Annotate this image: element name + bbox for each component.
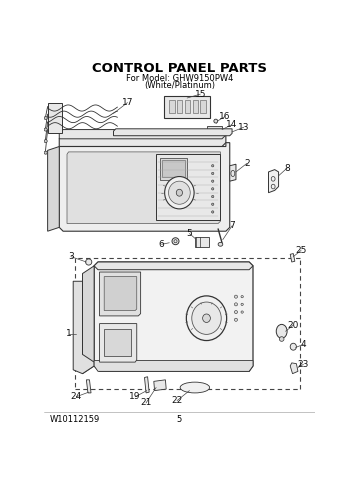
Text: 5: 5 (187, 229, 193, 238)
Bar (195, 237, 209, 247)
Ellipse shape (44, 128, 47, 131)
Text: For Model: GHW9150PW4: For Model: GHW9150PW4 (126, 74, 233, 83)
Text: CONTROL PANEL PARTS: CONTROL PANEL PARTS (92, 62, 267, 75)
Text: 19: 19 (130, 392, 141, 401)
Polygon shape (83, 266, 94, 374)
Ellipse shape (44, 116, 47, 120)
Ellipse shape (211, 188, 214, 190)
Ellipse shape (203, 314, 210, 323)
Ellipse shape (241, 296, 243, 298)
Text: 14: 14 (226, 120, 237, 129)
Bar (48, 102, 62, 133)
Bar (193, 99, 198, 114)
Text: 8: 8 (284, 164, 290, 172)
Ellipse shape (44, 140, 47, 142)
Ellipse shape (192, 302, 221, 334)
Ellipse shape (180, 382, 210, 393)
Ellipse shape (164, 177, 194, 209)
Ellipse shape (44, 151, 47, 154)
Bar (177, 99, 182, 114)
Polygon shape (290, 254, 295, 262)
Ellipse shape (211, 172, 214, 175)
Bar (162, 160, 185, 177)
Bar (185, 99, 190, 114)
Text: 5: 5 (177, 415, 182, 425)
Ellipse shape (172, 238, 179, 245)
Polygon shape (73, 281, 94, 374)
Ellipse shape (211, 203, 214, 205)
Ellipse shape (186, 296, 227, 341)
Text: 4: 4 (301, 340, 306, 349)
Polygon shape (94, 262, 253, 270)
Polygon shape (94, 361, 253, 371)
Text: 2: 2 (244, 159, 250, 168)
Bar (200, 99, 206, 114)
Ellipse shape (211, 180, 214, 182)
Ellipse shape (218, 242, 223, 246)
Text: 1: 1 (66, 329, 71, 338)
Text: 3: 3 (68, 252, 74, 261)
Polygon shape (94, 262, 253, 371)
Bar (206, 126, 222, 133)
Polygon shape (99, 272, 141, 316)
Polygon shape (230, 164, 236, 181)
Polygon shape (67, 152, 220, 224)
Ellipse shape (176, 189, 182, 196)
Ellipse shape (234, 295, 238, 298)
Text: 20: 20 (288, 321, 299, 330)
Text: 15: 15 (195, 90, 206, 99)
Text: 17: 17 (122, 98, 133, 107)
Text: 24: 24 (71, 392, 82, 401)
Ellipse shape (241, 311, 243, 313)
Text: 13: 13 (238, 123, 250, 132)
Polygon shape (268, 170, 279, 193)
Polygon shape (59, 142, 230, 231)
Bar (164, 97, 210, 118)
Polygon shape (156, 154, 220, 220)
Text: 16: 16 (219, 112, 231, 121)
Bar (169, 99, 175, 114)
Ellipse shape (211, 165, 214, 167)
Ellipse shape (290, 343, 296, 350)
Ellipse shape (214, 119, 218, 123)
Polygon shape (86, 380, 91, 393)
Ellipse shape (211, 211, 214, 213)
Bar (104, 329, 131, 356)
Ellipse shape (234, 303, 238, 306)
Text: (White/Platinum): (White/Platinum) (144, 81, 215, 90)
Text: 22: 22 (172, 396, 183, 405)
Ellipse shape (169, 181, 190, 204)
Text: 21: 21 (140, 398, 152, 408)
Ellipse shape (279, 337, 284, 341)
Polygon shape (154, 380, 166, 391)
Polygon shape (104, 277, 137, 311)
Ellipse shape (211, 196, 214, 198)
Polygon shape (290, 363, 298, 374)
Polygon shape (99, 324, 137, 362)
Polygon shape (113, 129, 232, 136)
Text: 25: 25 (295, 246, 307, 255)
Polygon shape (145, 377, 149, 393)
Polygon shape (59, 129, 226, 139)
Polygon shape (48, 146, 59, 231)
Text: W10112159: W10112159 (50, 415, 100, 425)
Polygon shape (59, 135, 226, 146)
Ellipse shape (234, 318, 238, 321)
Text: 6: 6 (159, 240, 164, 249)
Ellipse shape (86, 259, 92, 265)
Text: 7: 7 (229, 221, 235, 230)
Ellipse shape (276, 325, 287, 338)
Text: 23: 23 (298, 360, 309, 369)
Ellipse shape (241, 303, 243, 306)
Ellipse shape (234, 311, 238, 313)
Bar (160, 158, 187, 180)
